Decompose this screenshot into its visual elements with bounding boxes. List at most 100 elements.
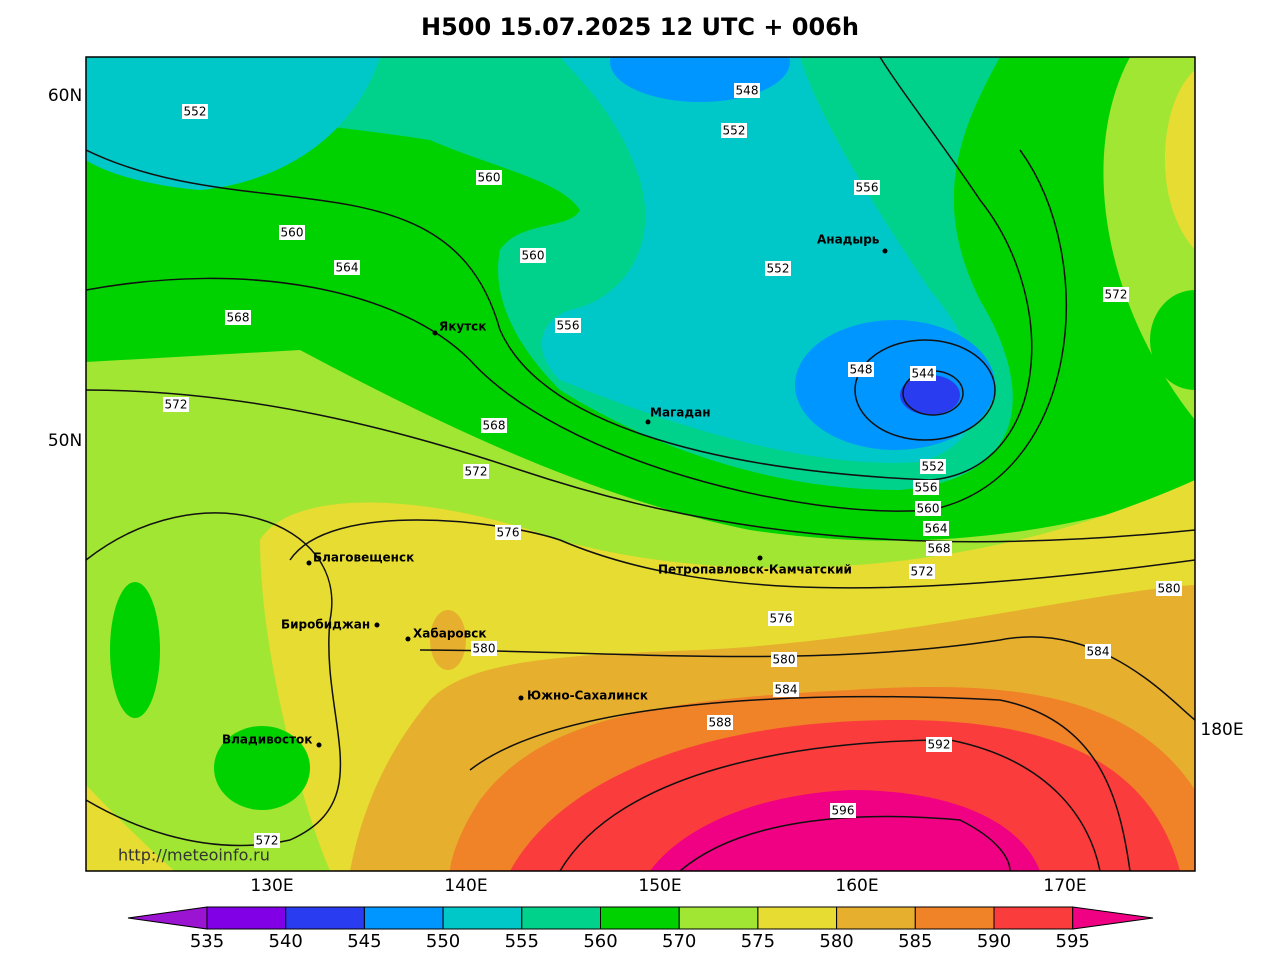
contour-label: 572	[256, 834, 279, 848]
colorbar-label: 590	[977, 931, 1011, 952]
city-dot	[316, 742, 322, 748]
contour-label: 548	[736, 84, 759, 98]
contour-label: 572	[1105, 288, 1128, 302]
contour-label: 576	[497, 526, 520, 540]
contour-label-box	[734, 83, 760, 98]
title: H500 15.07.2025 12 UTC + 006h	[421, 13, 859, 41]
contour-label-box	[920, 459, 946, 474]
colorbar-over	[1072, 906, 1154, 930]
colorbar-box	[363, 906, 444, 930]
contour-label-box	[555, 318, 581, 333]
contour-label: 552	[767, 262, 790, 276]
colorbar-label: 555	[505, 931, 539, 952]
field-543	[900, 375, 960, 415]
contour-label-box	[225, 310, 251, 325]
contour-label: 548	[850, 363, 873, 377]
contour-label-box	[854, 180, 880, 195]
colorbar-box	[442, 906, 523, 930]
city-name: Якутск	[439, 320, 486, 334]
contour-label-box	[1085, 644, 1111, 659]
city-name: Южно-Сахалинск	[527, 689, 648, 703]
contour-label-box	[848, 362, 874, 377]
contour-label-box	[495, 525, 521, 540]
contour-label: 552	[723, 124, 746, 138]
contour-label-box	[909, 564, 935, 579]
contour-label-box	[707, 715, 733, 730]
lon-label: 140E	[444, 876, 487, 896]
contour-label-box	[773, 682, 799, 697]
contour-label-box	[254, 833, 280, 848]
colorbar-box	[993, 906, 1074, 930]
city-dot	[882, 248, 888, 254]
contour-label-box	[765, 261, 791, 276]
contour-label: 556	[557, 319, 580, 333]
contour-label: 560	[917, 502, 940, 516]
contour-label-box	[481, 418, 507, 433]
field-597	[650, 790, 1040, 871]
contour-label: 564	[336, 261, 359, 275]
lon-label: 160E	[835, 876, 878, 896]
contour-label: 568	[227, 311, 250, 325]
contour-label: 596	[832, 804, 855, 818]
lon-label: 180E	[1200, 720, 1243, 740]
city-dot	[432, 330, 438, 336]
contour-label: 552	[184, 105, 207, 119]
colorbar-under	[127, 906, 208, 930]
field-553-nw	[86, 57, 380, 190]
colorbar-box	[206, 906, 287, 930]
colorbar-box	[521, 906, 601, 930]
contour-label: 572	[465, 465, 488, 479]
colorbar-box	[600, 906, 680, 930]
labels: 552 548 552 556 560 560 560 564 552 572 568 556 548 5…	[48, 83, 1244, 896]
credit: http://meteoinfo.ru	[118, 846, 270, 865]
contour-label: 552	[922, 460, 945, 474]
contour-label: 568	[483, 419, 506, 433]
contour-label: 560	[478, 171, 501, 185]
field-565-sw	[110, 582, 160, 718]
contour-label: 556	[856, 181, 879, 195]
contour-label: 576	[770, 612, 793, 626]
colorbar-label: 585	[898, 931, 932, 952]
contour-label-box	[520, 248, 546, 263]
city-dot	[645, 419, 651, 425]
contour-label: 572	[165, 398, 188, 412]
contour-label-box	[913, 480, 939, 495]
contour-label-box	[768, 611, 794, 626]
colorbar-box	[678, 906, 759, 930]
colorbar-label: 595	[1056, 931, 1090, 952]
contour-label: 568	[928, 542, 951, 556]
city-name: Хабаровск	[413, 627, 487, 641]
colorbar-label: 580	[819, 931, 853, 952]
field-578-sw	[86, 785, 175, 871]
colorbar-box	[836, 906, 916, 930]
colorbar-label: 560	[583, 931, 617, 952]
contour-label-box	[1156, 581, 1182, 596]
contour-label-box	[279, 225, 305, 240]
city-dot	[518, 695, 524, 701]
colorbar-label: 570	[662, 931, 696, 952]
field-565-primorye	[214, 726, 310, 810]
colorbar-box	[285, 906, 365, 930]
field-580-ne	[1164, 70, 1195, 250]
contour-label-box	[923, 521, 949, 536]
city-dot	[374, 622, 380, 628]
contour-label-box	[910, 366, 936, 381]
colorbar-label: 550	[426, 931, 460, 952]
city-dot	[306, 560, 312, 566]
colorbar-label: 535	[190, 931, 224, 952]
contour-label-box	[1103, 287, 1129, 302]
field-583-amur	[430, 610, 466, 670]
field-565-yakutia	[458, 176, 502, 260]
field-565-ne	[1150, 290, 1195, 390]
contour-label: 560	[522, 249, 545, 263]
city-name: Петропавловск-Камчатский	[658, 563, 852, 577]
contour-label: 572	[911, 565, 934, 579]
contour-label-box	[476, 170, 502, 185]
map-frame	[85, 56, 1196, 872]
contour-label: 592	[928, 738, 951, 752]
colorbar-label: 575	[741, 931, 775, 952]
contour-label: 588	[709, 716, 732, 730]
contour-label: 580	[1158, 582, 1181, 596]
contour-label: 580	[773, 653, 796, 667]
